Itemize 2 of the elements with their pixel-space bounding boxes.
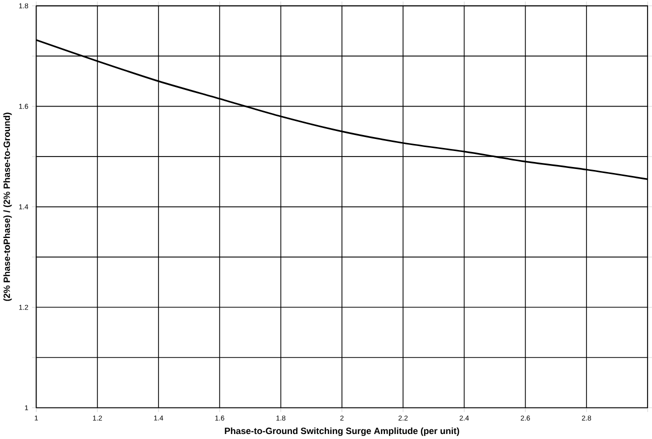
x-axis-title: Phase-to-Ground Switching Surge Amplitude (per unit): [224, 427, 460, 436]
y-axis-title: (2% Phase-toPhase) / (2% Phase-to-Ground): [3, 112, 12, 301]
